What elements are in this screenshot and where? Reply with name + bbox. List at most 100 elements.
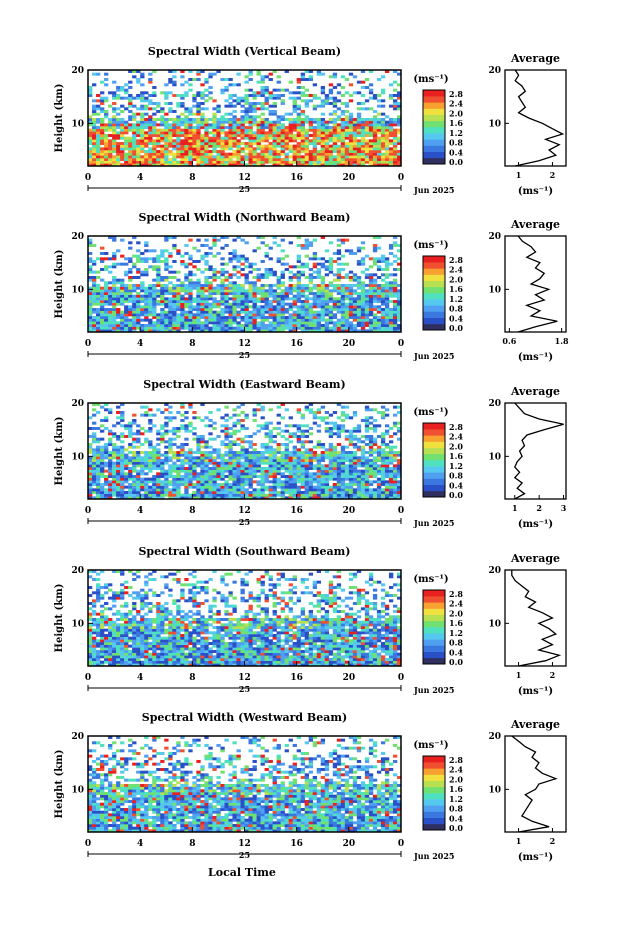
heatmap-cell: [176, 483, 181, 486]
heatmap-cell: [288, 472, 293, 476]
heatmap-cell: [248, 491, 253, 494]
heatmap-cell: [312, 134, 318, 137]
heatmap-cell: [160, 107, 165, 111]
heatmap-cell: [172, 70, 177, 73]
heatmap-cell: [176, 139, 181, 143]
heatmap-cell: [212, 448, 217, 452]
heatmap-cell: [184, 273, 189, 277]
heatmap-cell: [180, 163, 185, 167]
heatmap-cell: [140, 480, 145, 484]
heatmap-cell: [204, 238, 209, 242]
heatmap-cell: [188, 110, 193, 113]
heatmap-cell: [216, 313, 221, 317]
heatmap-cell: [108, 134, 113, 137]
heatmap-cell: [184, 310, 189, 314]
heatmap-cell: [192, 78, 197, 81]
x-tick-label: 20: [343, 339, 356, 349]
heatmap-cell: [304, 461, 309, 465]
heatmap-cell: [272, 329, 277, 333]
heatmap-cell: [160, 158, 165, 161]
heatmap-cell: [248, 70, 253, 73]
heatmap-cell: [328, 128, 334, 132]
heatmap-cell: [224, 120, 229, 124]
heatmap-cell: [376, 493, 382, 497]
heatmap-cell: [348, 297, 354, 301]
heatmap-cell: [200, 126, 205, 129]
heatmap-cell: [124, 120, 129, 124]
heatmap-cell: [332, 459, 338, 462]
heatmap-cell: [300, 134, 305, 137]
heatmap-cell: [344, 472, 350, 476]
heatmap-cell: [352, 297, 358, 301]
heatmap-cell: [140, 464, 145, 468]
heatmap-cell: [236, 126, 241, 129]
heatmap-cell: [280, 472, 285, 476]
heatmap-cell: [108, 302, 113, 306]
heatmap-cell: [264, 86, 269, 89]
heatmap-cell: [392, 244, 398, 247]
heatmap-cell: [88, 488, 93, 492]
heatmap-cell: [308, 310, 314, 314]
heatmap-cell: [128, 483, 133, 486]
heatmap-cell: [212, 118, 217, 121]
heatmap-cell: [304, 104, 309, 108]
heatmap-cell: [216, 136, 221, 140]
heatmap-cell: [216, 461, 221, 465]
heatmap-cell: [184, 324, 189, 327]
heatmap-cell: [244, 134, 249, 137]
heatmap-cell: [228, 467, 233, 470]
heatmap-cell: [312, 302, 318, 306]
heatmap-cell: [192, 485, 197, 489]
profile-line: [517, 235, 558, 333]
profile-y-tick-label: 20: [488, 66, 501, 76]
heatmap-cell: [224, 104, 229, 108]
heatmap-cell: [256, 297, 261, 301]
heatmap-cell: [260, 158, 265, 161]
heatmap-cell: [320, 313, 326, 317]
heatmap-cell: [156, 475, 161, 478]
heatmap-cell: [384, 281, 390, 285]
heatmap-cell: [176, 160, 181, 164]
heatmap-cell: [392, 254, 398, 258]
heatmap-cell: [204, 469, 209, 473]
heatmap-cell: [364, 305, 370, 309]
heatmap-cell: [216, 123, 221, 127]
heatmap-cell: [340, 302, 346, 306]
heatmap-cell: [316, 488, 322, 492]
heatmap-cell: [132, 467, 137, 470]
heatmap-cell: [304, 118, 309, 121]
heatmap-cell: [204, 284, 209, 287]
heatmap-cell: [180, 475, 185, 478]
date-label: Jun 2025: [413, 351, 454, 361]
heatmap-cell: [396, 310, 402, 314]
heatmap-cell: [224, 491, 229, 494]
heatmap-cell: [152, 493, 157, 497]
heatmap-cell: [268, 469, 273, 473]
heatmap-cell: [232, 294, 237, 298]
heatmap-cell: [188, 305, 193, 309]
heatmap-cell: [104, 110, 109, 113]
heatmap-cell: [220, 324, 225, 327]
heatmap-cell: [128, 136, 133, 140]
heatmap-cell: [132, 321, 137, 325]
heatmap-cell: [124, 456, 129, 460]
heatmap-cell: [136, 254, 141, 258]
heatmap-cell: [376, 152, 382, 156]
heatmap-cell: [300, 273, 305, 277]
heatmap-cell: [120, 448, 125, 452]
heatmap-cell: [348, 321, 354, 325]
heatmap-cell: [348, 131, 354, 135]
heatmap-cell: [372, 150, 378, 153]
heatmap-cell: [376, 144, 382, 148]
heatmap-cell: [132, 310, 137, 314]
heatmap-cell: [376, 147, 382, 151]
heatmap-cell: [324, 160, 330, 164]
heatmap-cell: [272, 488, 277, 492]
heatmap-cell: [396, 249, 402, 253]
heatmap-cell: [280, 316, 285, 319]
heatmap-cell: [116, 477, 121, 481]
heatmap-cell: [228, 131, 233, 135]
heatmap-cell: [276, 257, 281, 261]
heatmap-cell: [152, 294, 157, 298]
heatmap-cell: [296, 144, 301, 148]
